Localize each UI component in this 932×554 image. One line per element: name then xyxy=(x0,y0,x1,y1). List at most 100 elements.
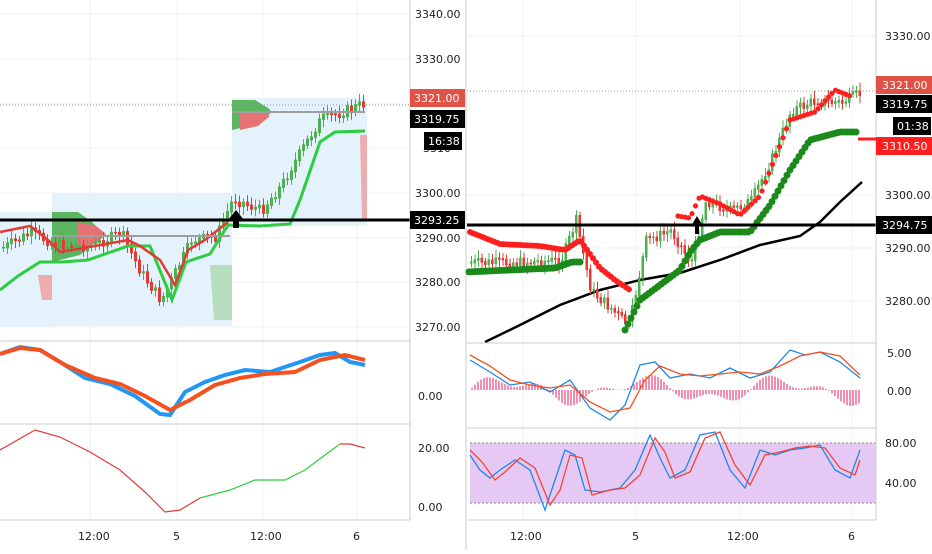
right-macd-tick: 0.00 xyxy=(887,385,912,398)
resistance-dot xyxy=(693,203,698,208)
right-candle-body xyxy=(750,196,753,200)
left-candle-body xyxy=(6,242,9,248)
left-candle-body xyxy=(234,202,237,204)
left-countdown-badge: 16:38 xyxy=(424,132,462,150)
right-candle-body xyxy=(593,289,596,291)
right-chart[interactable]: 3330.00 3300.00 3290.00 3280.00 5.00 0.0… xyxy=(466,0,932,543)
right-price-tick: 3280.00 xyxy=(885,295,931,308)
left-candle-body xyxy=(302,144,305,151)
resistance-dot xyxy=(819,102,824,107)
left-osc-tick: 0.00 xyxy=(418,390,443,403)
left-lower-line-red-2 xyxy=(340,444,365,448)
right-candle-body xyxy=(792,114,795,116)
support-dot xyxy=(577,259,584,266)
right-time-tick: 6 xyxy=(848,530,855,543)
svg-text:01:38: 01:38 xyxy=(897,120,929,133)
right-price-tick: 3300.00 xyxy=(885,189,931,202)
left-chart[interactable]: 3340.00 3330.00 3310 3300.00 3290.00 328… xyxy=(0,0,465,543)
right-candle-body xyxy=(649,236,652,238)
right-candle-body xyxy=(554,258,557,260)
svg-text:3310.50: 3310.50 xyxy=(882,140,928,153)
left-candle-body xyxy=(286,179,289,181)
left-candle-body xyxy=(294,160,297,173)
left-candle-body xyxy=(250,205,253,210)
svg-text:3319.75: 3319.75 xyxy=(882,98,928,111)
left-candle-body xyxy=(142,271,145,273)
right-candle-body xyxy=(708,202,711,207)
resistance-dot xyxy=(689,211,694,216)
left-candle-body xyxy=(314,132,317,138)
right-candle-body xyxy=(614,308,617,313)
left-time-axis[interactable]: 12:00 5 12:00 6 xyxy=(78,530,360,543)
right-candle-body xyxy=(547,260,550,262)
left-candle-body xyxy=(298,149,301,161)
right-candle-body xyxy=(677,238,680,247)
left-candle-body xyxy=(270,198,273,206)
right-candle-body xyxy=(810,99,813,107)
right-candle-body xyxy=(656,237,659,242)
right-candle-body xyxy=(491,259,494,264)
resistance-dot xyxy=(780,135,785,140)
left-candle-body xyxy=(162,296,165,302)
left-candle-body xyxy=(134,252,137,262)
right-candle-body xyxy=(796,106,799,115)
right-time-axis[interactable]: 12:00 5 12:00 6 xyxy=(510,530,855,543)
right-level-badge: 3294.75 xyxy=(876,216,932,234)
left-candle-body xyxy=(290,171,293,180)
left-candle-body xyxy=(262,205,265,214)
svg-text:3321.00: 3321.00 xyxy=(882,79,928,92)
right-candle-body xyxy=(477,258,480,261)
right-candle-body xyxy=(498,258,501,260)
right-candle-body xyxy=(670,229,673,232)
left-close-badge: 3319.75 xyxy=(410,110,465,128)
left-candle-body xyxy=(190,242,193,244)
left-lower-line-green xyxy=(200,444,340,498)
left-candle-body xyxy=(146,271,149,283)
right-candle-body xyxy=(505,259,508,265)
right-candle-body xyxy=(551,258,554,262)
left-lower-line-red xyxy=(0,430,200,512)
left-price-scale[interactable]: 3340.00 3330.00 3310 3300.00 3290.00 328… xyxy=(415,8,461,514)
left-candle-body xyxy=(258,205,261,209)
right-candle-body xyxy=(484,261,487,265)
left-candle-body xyxy=(78,244,81,246)
left-candle-body xyxy=(254,207,257,210)
right-candle-body xyxy=(474,259,477,263)
left-candle-body xyxy=(2,247,5,249)
right-candle-body xyxy=(663,231,666,235)
right-candle-body xyxy=(495,258,498,265)
right-candle-body xyxy=(659,231,662,242)
resistance-dot xyxy=(847,93,852,98)
resistance-dot xyxy=(777,144,782,149)
left-candle-body xyxy=(110,232,113,243)
resistance-dot xyxy=(815,106,820,111)
right-candle-body xyxy=(638,277,641,296)
left-time-tick: 12:00 xyxy=(78,530,110,543)
right-candle-body xyxy=(642,256,645,279)
right-candle-body xyxy=(740,205,743,209)
support-dot xyxy=(631,309,638,316)
left-candle-body xyxy=(338,114,341,118)
left-candle-body xyxy=(70,246,73,248)
left-candle-body xyxy=(150,282,153,291)
right-candle-body xyxy=(533,261,536,265)
right-candle-body xyxy=(799,103,802,108)
right-candle-body xyxy=(722,209,725,211)
right-candle-body xyxy=(831,99,834,103)
right-candle-body xyxy=(470,262,473,264)
left-candle-body xyxy=(362,101,365,107)
right-candle-body xyxy=(838,100,841,103)
right-candle-body xyxy=(680,245,683,247)
right-time-tick: 12:00 xyxy=(510,530,542,543)
resistance-dot xyxy=(686,215,691,220)
left-candle-body xyxy=(242,202,245,207)
left-candle-body xyxy=(274,197,277,199)
right-candle-body xyxy=(530,263,533,265)
right-candle-body xyxy=(537,260,540,262)
resistance-dot xyxy=(763,179,768,184)
left-candle-body xyxy=(154,287,157,290)
left-candle-body xyxy=(354,104,357,112)
left-candle-body xyxy=(342,116,345,118)
